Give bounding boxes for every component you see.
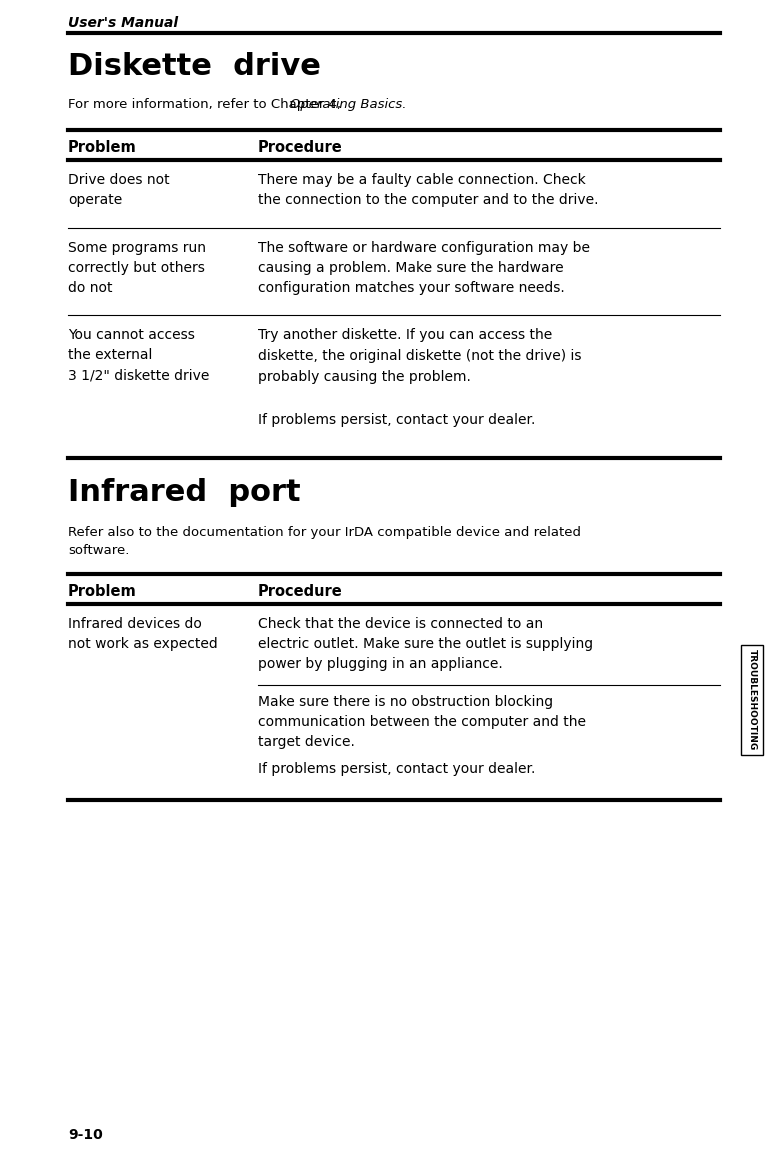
Text: Procedure: Procedure	[258, 140, 343, 155]
Text: Problem: Problem	[68, 584, 137, 599]
Text: There may be a faulty cable connection. Check
the connection to the computer and: There may be a faulty cable connection. …	[258, 173, 598, 207]
Text: User's Manual: User's Manual	[68, 16, 178, 30]
Text: Try another diskette. If you can access the
diskette, the original diskette (not: Try another diskette. If you can access …	[258, 328, 581, 426]
Text: The software or hardware configuration may be
causing a problem. Make sure the h: The software or hardware configuration m…	[258, 241, 590, 296]
Text: Diskette  drive: Diskette drive	[68, 52, 320, 81]
Text: Check that the device is connected to an
electric outlet. Make sure the outlet i: Check that the device is connected to an…	[258, 617, 593, 672]
Text: Infrared devices do
not work as expected: Infrared devices do not work as expected	[68, 617, 218, 651]
Text: Procedure: Procedure	[258, 584, 343, 599]
Text: TROUBLESHOOTING: TROUBLESHOOTING	[747, 650, 757, 751]
Text: Infrared  port: Infrared port	[68, 478, 300, 508]
Text: For more information, refer to Chapter 4,: For more information, refer to Chapter 4…	[68, 98, 345, 111]
Text: Some programs run
correctly but others
do not: Some programs run correctly but others d…	[68, 241, 206, 296]
Text: 9-10: 9-10	[68, 1128, 102, 1142]
Text: Operating Basics.: Operating Basics.	[289, 98, 407, 111]
Text: You cannot access
the external
3 1/2" diskette drive: You cannot access the external 3 1/2" di…	[68, 328, 210, 382]
Text: If problems persist, contact your dealer.: If problems persist, contact your dealer…	[258, 762, 535, 776]
Text: Drive does not
operate: Drive does not operate	[68, 173, 170, 207]
Text: Make sure there is no obstruction blocking
communication between the computer an: Make sure there is no obstruction blocki…	[258, 695, 586, 750]
Text: Refer also to the documentation for your IrDA compatible device and related
soft: Refer also to the documentation for your…	[68, 526, 581, 558]
Bar	[741, 645, 763, 755]
Text: Problem: Problem	[68, 140, 137, 155]
